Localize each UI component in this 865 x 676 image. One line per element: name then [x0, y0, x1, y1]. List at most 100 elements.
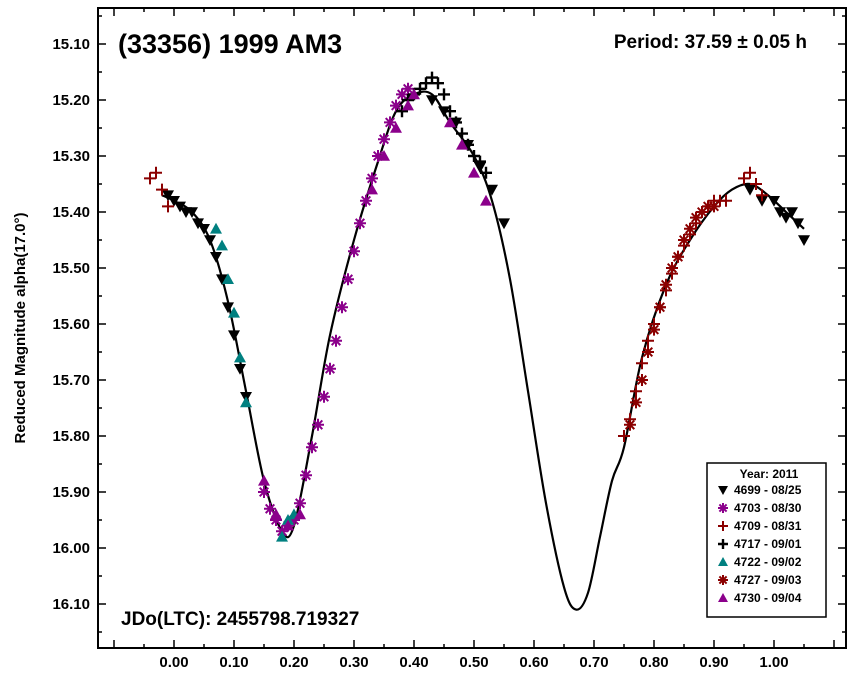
data-point: [270, 508, 282, 520]
y-tick-label: 15.60: [52, 316, 90, 333]
data-point: [366, 183, 378, 195]
data-point: [378, 133, 390, 146]
legend-entry: 4703 - 08/30: [734, 501, 802, 515]
data-point: [192, 218, 204, 230]
data-point: [630, 385, 642, 398]
data-point: [354, 217, 366, 230]
data-point: [156, 183, 168, 196]
data-point: [294, 497, 306, 510]
data-point: [390, 99, 402, 112]
data-point: [258, 486, 270, 498]
data-point: [756, 189, 768, 202]
x-tick-label: 0.30: [339, 654, 368, 671]
data-point: [258, 474, 270, 486]
data-point: [408, 88, 420, 100]
chart-title: (33356) 1999 AM3: [118, 29, 342, 59]
legend-entry: 4717 - 09/01: [734, 537, 802, 551]
x-tick-label: 0.20: [279, 654, 308, 671]
data-point: [288, 514, 300, 526]
data-point: [708, 200, 720, 213]
data-point: [618, 430, 630, 442]
legend-title: Year: 2011: [740, 467, 799, 481]
data-point: [456, 127, 468, 140]
data-point: [636, 357, 648, 370]
data-point: [426, 71, 438, 84]
data-point: [300, 469, 312, 482]
data-point: [282, 514, 294, 525]
data-point: [186, 207, 198, 218]
data-point: [216, 239, 228, 251]
data-point: [480, 166, 492, 179]
legend-entry: 4709 - 08/31: [734, 519, 802, 533]
data-point: [204, 235, 216, 246]
y-tick-label: 15.90: [52, 484, 90, 501]
data-point: [666, 262, 678, 274]
data-point: [426, 95, 438, 106]
data-point: [786, 207, 798, 218]
data-point: [480, 194, 492, 206]
jd-label: JDo(LTC): 2455798.719327: [121, 609, 359, 630]
y-tick-label: 15.50: [52, 260, 90, 277]
data-point: [366, 172, 378, 185]
y-tick-labels: 15.10 15.20 15.30 15.40 15.50 15.60 15.70 15.80…: [52, 36, 90, 613]
x-tick-label: 0.80: [639, 654, 668, 671]
legend-marker: [718, 593, 728, 602]
data-point: [396, 88, 408, 101]
data-point: [636, 374, 648, 386]
legend-marker: [718, 486, 728, 495]
data-point: [684, 222, 696, 235]
data-point: [744, 184, 756, 196]
data-point: [318, 390, 330, 403]
data-point: [744, 166, 756, 179]
data-point: [234, 364, 246, 375]
legend-entry: 4699 - 08/25: [734, 483, 802, 497]
data-point: [348, 245, 360, 258]
data-point: [780, 212, 792, 224]
data-point: [228, 330, 240, 342]
data-point: [402, 99, 414, 111]
data-point: [228, 306, 240, 318]
data-point: [624, 418, 636, 431]
x-tick-label: 0.90: [699, 654, 728, 671]
x-tick-label: 1.00: [759, 654, 788, 671]
data-point: [738, 172, 750, 185]
data-point: [372, 150, 384, 162]
data-point: [750, 178, 762, 190]
data-point: [294, 508, 306, 520]
data-point: [468, 150, 480, 162]
y-tick-label: 15.20: [52, 92, 90, 109]
data-point: [642, 346, 654, 358]
data-point: [276, 530, 288, 542]
data-point: [168, 196, 180, 207]
period-label: Period: 37.59 ± 0.05 h: [614, 32, 807, 53]
data-point: [324, 362, 336, 375]
data-point: [210, 222, 222, 234]
data-point: [378, 150, 390, 161]
data-point: [216, 274, 228, 286]
data-point: [330, 334, 342, 347]
legend-entry: 4727 - 09/03: [734, 573, 802, 587]
data-point: [654, 301, 666, 314]
x-tick-label: 0.60: [519, 654, 548, 671]
data-point: [456, 138, 468, 150]
data-point: [414, 82, 426, 95]
legend: Year: 2011 4699 - 08/25 4703 - 08/30 4709 …: [706, 462, 827, 618]
y-tick-label: 15.30: [52, 148, 90, 165]
data-point: [222, 273, 234, 284]
data-points: [144, 71, 810, 542]
data-point: [312, 418, 324, 431]
data-point: [792, 218, 804, 230]
data-point: [150, 166, 162, 179]
x-tick-labels: 0.00 0.10 0.20 0.30 0.40 0.50 0.60 0.70 0.80 0.90…: [159, 654, 788, 671]
y-tick-label: 15.80: [52, 428, 90, 445]
x-tick-label: 0.50: [459, 654, 488, 671]
y-tick-label: 15.40: [52, 204, 90, 221]
x-tick-label: 0.00: [159, 654, 188, 671]
data-point: [774, 207, 786, 218]
data-point: [438, 88, 450, 101]
legend-entry: 4730 - 09/04: [734, 591, 802, 605]
data-point: [756, 196, 768, 207]
data-point: [768, 196, 780, 207]
data-point: [660, 278, 672, 291]
